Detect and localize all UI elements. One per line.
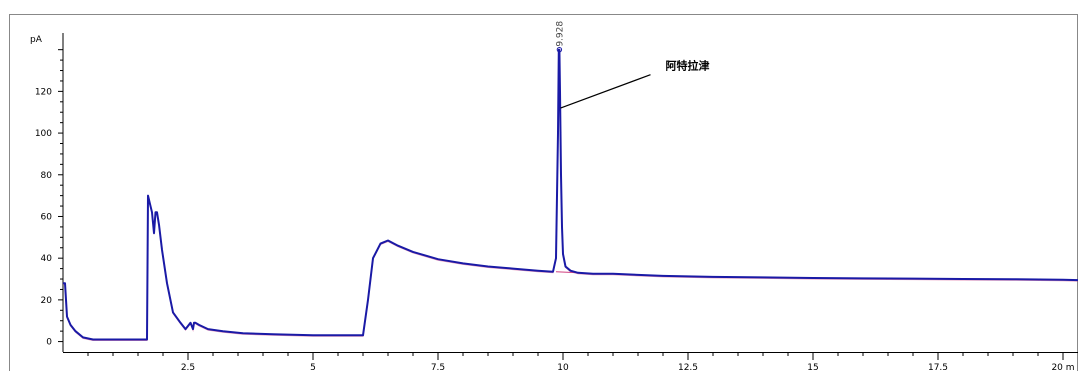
y-axis-unit-label: pA: [30, 35, 43, 45]
x-tick-label: 2.5: [181, 363, 195, 371]
y-tick-label: 120: [35, 87, 52, 97]
y-tick-label: 20: [41, 296, 53, 306]
y-tick-label: 40: [41, 254, 53, 264]
y-tick-label: 0: [46, 338, 52, 348]
peak-retention-label: 9.928: [555, 21, 565, 47]
y-tick-label: 80: [41, 171, 53, 181]
y-tick-label: 100: [35, 129, 52, 139]
x-tick-label: 20 m: [1051, 363, 1074, 371]
annotation-leader-line: [560, 74, 651, 109]
x-tick-label: 7.5: [431, 363, 445, 371]
x-tick-label: 15: [807, 363, 818, 371]
plot-area: [63, 46, 1078, 341]
y-tick-label: 60: [41, 212, 53, 222]
x-tick-label: 12.5: [678, 363, 698, 371]
x-tick-label: 5: [310, 363, 316, 371]
peak-apex-marker: [556, 46, 563, 53]
signal-trace: [63, 48, 1078, 341]
x-tick-label: 17.5: [928, 363, 948, 371]
x-tick-label: 10: [557, 363, 569, 371]
x-axis-ticks: 2.5 5 7.5 10 12.5 15 17.5 20 m: [87, 352, 1075, 371]
peak-annotation-text: 阿特拉津: [666, 58, 710, 72]
chart-frame: [9, 14, 1078, 371]
y-axis-ticks: 0 20 40 60 80 100 120: [35, 49, 63, 348]
